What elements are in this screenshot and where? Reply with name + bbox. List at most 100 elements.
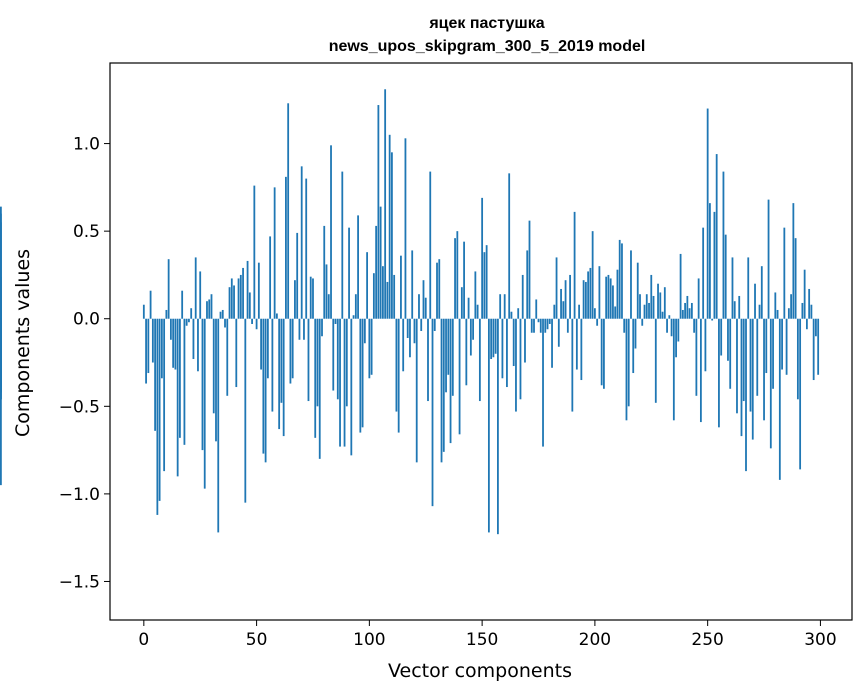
bar	[217, 318, 220, 533]
bar	[817, 318, 820, 375]
bar	[228, 287, 231, 319]
bar	[262, 318, 265, 454]
bar	[810, 304, 813, 319]
bar	[688, 308, 691, 319]
bar	[142, 304, 145, 319]
bar	[372, 273, 375, 319]
bar	[307, 318, 310, 402]
bar	[282, 318, 285, 437]
bar	[253, 185, 256, 319]
x-axis-ticks: 0 50 100 150 200 250 300	[138, 620, 837, 650]
bar	[697, 278, 700, 319]
bar	[724, 234, 727, 319]
bar	[440, 318, 443, 463]
bar	[154, 318, 156, 431]
bar	[483, 252, 486, 319]
bar	[368, 318, 371, 379]
bar	[736, 318, 738, 414]
bar	[449, 318, 452, 444]
bar	[672, 318, 675, 421]
bar	[273, 187, 276, 319]
bar	[219, 311, 222, 319]
bar	[285, 176, 287, 319]
bar	[709, 203, 711, 319]
bar	[183, 318, 186, 445]
bar	[275, 313, 278, 319]
bar	[690, 302, 693, 319]
bar	[815, 318, 817, 337]
bar	[318, 318, 321, 459]
bar	[783, 227, 786, 319]
bar	[494, 318, 497, 354]
bar	[377, 105, 380, 319]
bar	[314, 318, 317, 438]
bar	[271, 318, 274, 412]
bar	[641, 318, 644, 326]
bar	[194, 257, 197, 319]
bar	[584, 281, 587, 319]
bar	[623, 318, 626, 333]
bar	[781, 318, 783, 370]
bar	[524, 318, 526, 363]
bar	[395, 318, 398, 412]
bar	[499, 294, 502, 319]
bar	[451, 318, 454, 396]
bar	[727, 318, 729, 361]
bar	[639, 294, 641, 319]
bar	[803, 269, 806, 319]
bar	[447, 318, 450, 375]
bar	[677, 318, 680, 342]
bar	[149, 290, 152, 319]
bar	[663, 287, 666, 319]
bar	[354, 294, 357, 319]
bar	[557, 318, 560, 347]
bar	[578, 304, 580, 319]
bar	[233, 285, 235, 319]
bar	[361, 318, 364, 428]
chart-title: яцек пастушка	[428, 15, 544, 32]
bar	[587, 271, 590, 319]
bar	[298, 318, 301, 340]
bar	[325, 264, 328, 319]
bar	[535, 299, 538, 319]
bar	[224, 318, 226, 328]
bar	[751, 318, 754, 440]
y-tick-label: −1.0	[59, 485, 100, 505]
bar	[476, 304, 479, 319]
bar	[530, 318, 533, 333]
bar	[266, 318, 269, 379]
bar	[684, 302, 686, 319]
bar	[573, 211, 576, 319]
bar	[805, 318, 808, 330]
bar	[537, 318, 540, 323]
bar	[160, 318, 163, 379]
bar	[681, 309, 684, 319]
bar	[327, 294, 330, 319]
bar	[715, 154, 718, 319]
bar	[528, 220, 531, 319]
bar	[632, 318, 635, 374]
bar	[287, 103, 290, 319]
bar	[244, 318, 247, 503]
bar	[348, 227, 350, 319]
bar	[668, 315, 671, 319]
bar-series	[0, 89, 820, 535]
bar	[0, 318, 2, 393]
bar	[442, 318, 445, 452]
bar	[179, 318, 181, 438]
bar	[621, 243, 623, 319]
bar	[226, 318, 229, 396]
bar	[769, 318, 772, 449]
bar	[246, 260, 249, 319]
bar	[332, 318, 335, 391]
bar	[485, 245, 488, 319]
bar	[548, 318, 551, 324]
bar	[208, 299, 211, 319]
x-tick-label: 250	[691, 630, 723, 650]
x-tick-label: 100	[353, 630, 385, 650]
x-tick-label: 200	[579, 630, 611, 650]
bar	[169, 318, 172, 340]
bar	[339, 318, 341, 447]
bar	[767, 199, 770, 319]
bar	[560, 288, 562, 319]
